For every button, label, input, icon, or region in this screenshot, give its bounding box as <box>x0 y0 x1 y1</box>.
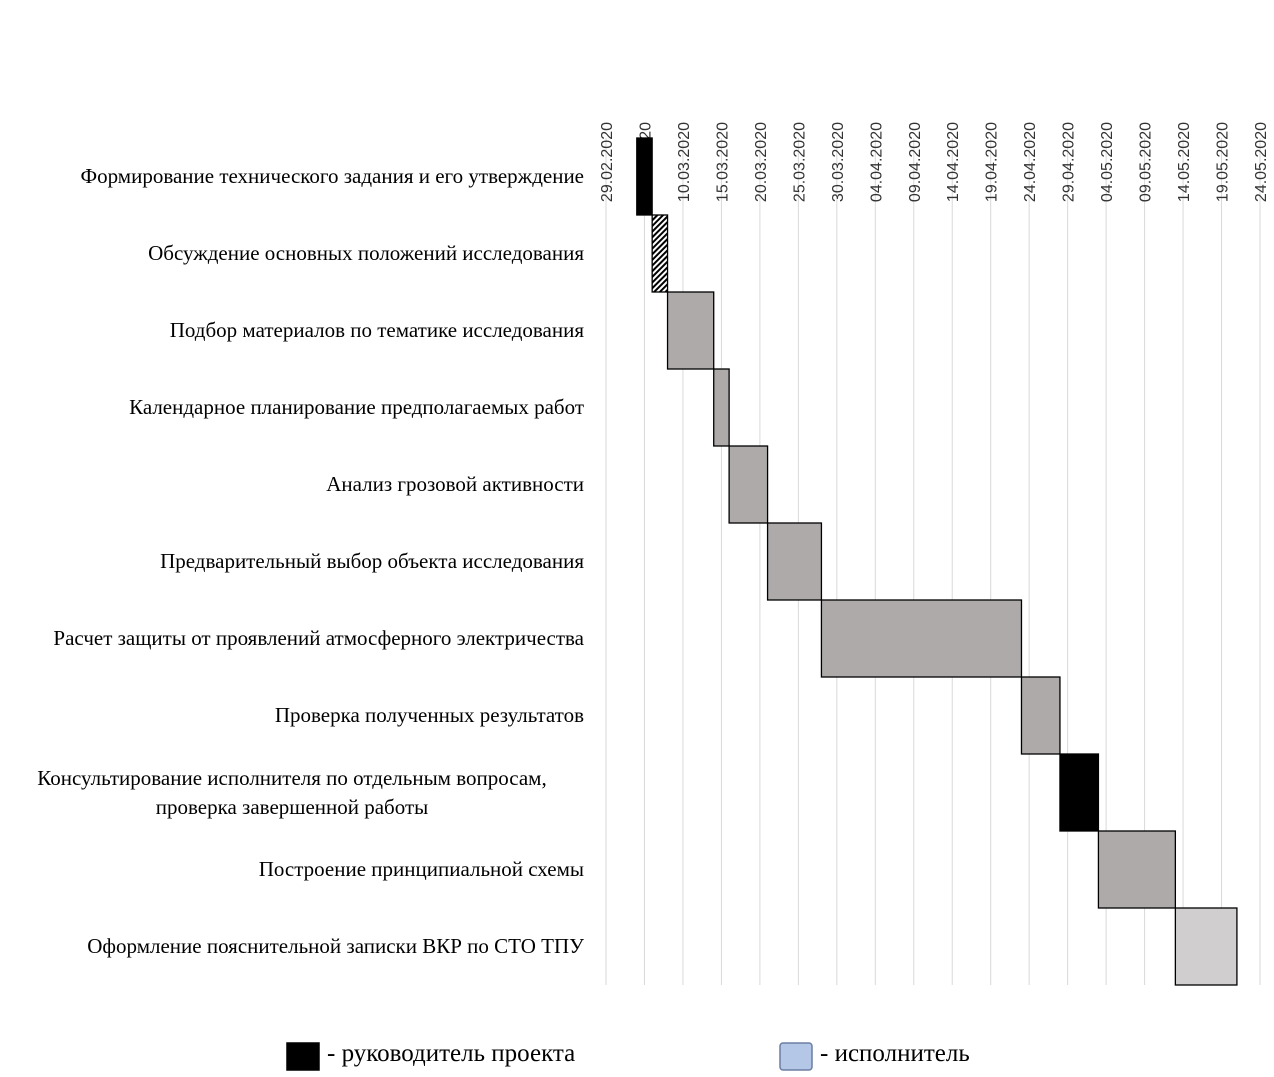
task-row: Анализ грозовой активности <box>0 446 584 523</box>
x-tick-label: 29.04.2020 <box>1061 122 1078 202</box>
task-label: Календарное планирование предполагаемых … <box>129 395 584 419</box>
x-tick-label: 25.03.2020 <box>791 122 808 202</box>
task-bar <box>1097 830 1177 909</box>
task-row: Формирование технического задания и его … <box>0 138 584 215</box>
task-label: Формирование технического задания и его … <box>80 164 584 188</box>
task-row: Подбор материалов по тематике исследован… <box>0 292 584 369</box>
x-tick-label: 10.03.2020 <box>676 122 693 202</box>
task-row: Консультирование исполнителя по отдельны… <box>0 754 584 831</box>
task-label: Проверка полученных результатов <box>274 703 584 727</box>
task-label: Предварительный выбор объекта исследован… <box>160 549 584 573</box>
x-tick-label: 19.05.2020 <box>1215 122 1232 202</box>
x-tick-label: 04.05.2020 <box>1099 122 1116 202</box>
task-label: Построение принципиальной схемы <box>258 857 584 881</box>
task-bar <box>636 137 653 216</box>
task-label: Обсуждение основных положений исследован… <box>148 241 584 265</box>
task-label: Консультирование исполнителя по отдельны… <box>37 765 547 819</box>
task-label: Оформление пояснительной записки ВКР по … <box>87 934 584 958</box>
task-row: Предварительный выбор объекта исследован… <box>0 523 584 600</box>
task-row: Календарное планирование предполагаемых … <box>0 369 584 446</box>
x-tick-label: 14.04.2020 <box>945 122 962 202</box>
legend-label: - руководитель проекта <box>327 1040 576 1067</box>
x-tick-label: 24.05.2020 <box>1253 122 1270 202</box>
task-bar <box>766 522 823 601</box>
task-label: Подбор материалов по тематике исследован… <box>169 318 584 342</box>
x-tick-label: 30.03.2020 <box>830 122 847 202</box>
task-bar <box>1174 907 1238 986</box>
x-tick-label: 09.04.2020 <box>907 122 924 202</box>
task-bar <box>728 445 769 524</box>
x-tick-label: 24.04.2020 <box>1022 122 1039 202</box>
x-tick-label: 19.04.2020 <box>984 122 1001 202</box>
x-tick-label: 09.05.2020 <box>1138 122 1155 202</box>
x-tick-label: 04.04.2020 <box>868 122 885 202</box>
x-tick-label: 29.02.2020 <box>599 122 616 202</box>
legend-label: - исполнитель <box>820 1040 970 1067</box>
task-bar <box>666 291 715 370</box>
task-label: Анализ грозовой активности <box>326 472 584 496</box>
x-tick-label: 15.03.2020 <box>714 122 731 202</box>
task-row: Оформление пояснительной записки ВКР по … <box>0 908 584 985</box>
task-bar <box>651 214 669 293</box>
legend-swatch <box>286 1042 320 1071</box>
task-bar <box>820 599 1023 678</box>
task-row: Обсуждение основных положений исследован… <box>0 215 584 292</box>
task-row: Проверка полученных результатов <box>0 677 584 754</box>
task-bar <box>1059 753 1100 832</box>
x-tick-label: 14.05.2020 <box>1176 122 1193 202</box>
task-label: Расчет защиты от проявлений атмосферного… <box>53 626 584 650</box>
legend-swatch <box>779 1042 813 1071</box>
x-tick-label: 20.03.2020 <box>753 122 770 202</box>
task-bar <box>713 368 730 447</box>
task-row: Расчет защиты от проявлений атмосферного… <box>0 600 584 677</box>
task-bar <box>1020 676 1061 755</box>
task-row: Построение принципиальной схемы <box>0 831 584 908</box>
